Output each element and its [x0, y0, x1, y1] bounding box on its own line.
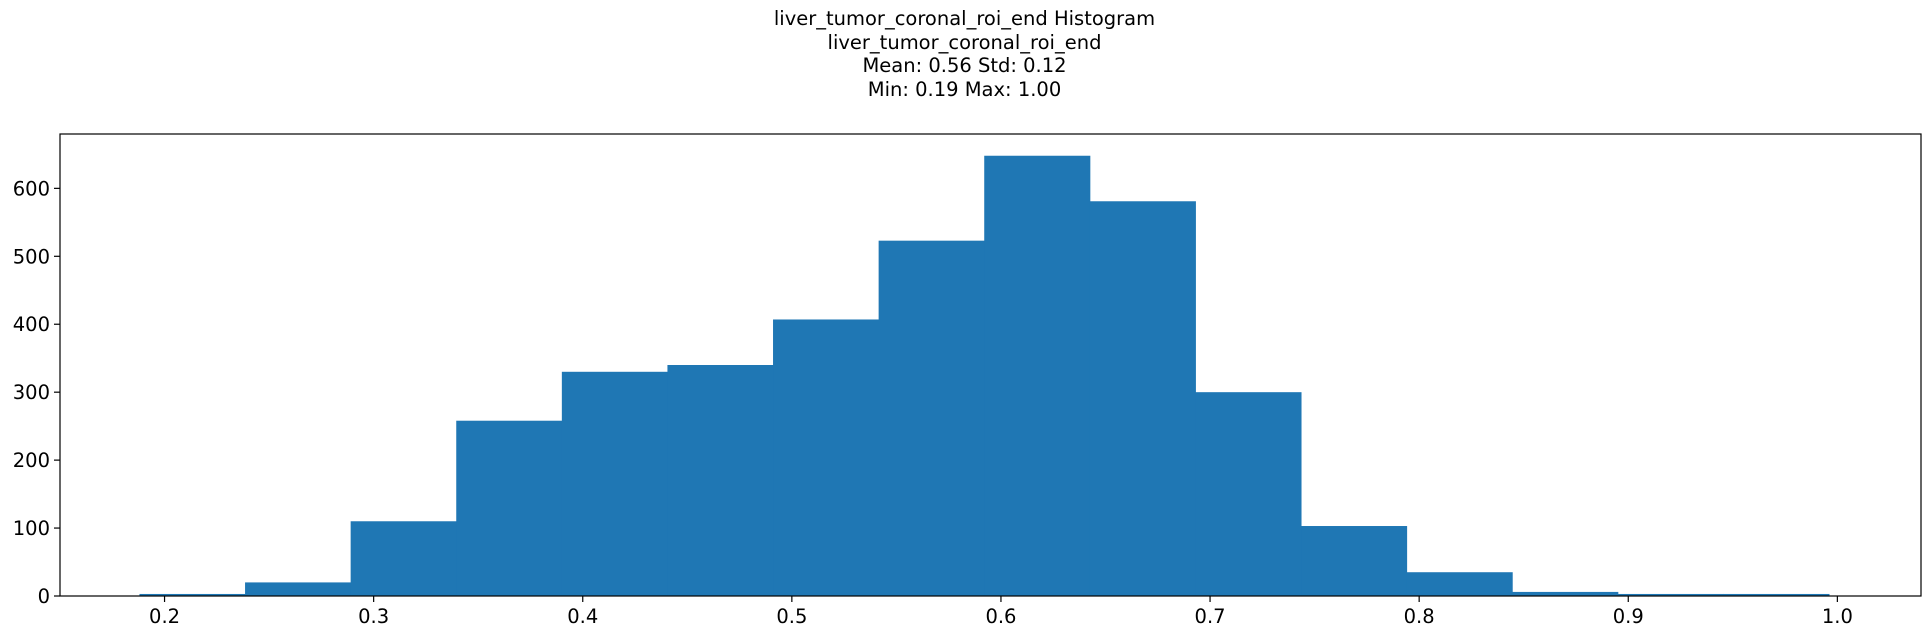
title-line-2: liver_tumor_coronal_roi_end	[827, 30, 1102, 54]
x-tick-label: 0.5	[776, 605, 807, 628]
histogram-bar-13	[1512, 591, 1619, 596]
histogram-bar-3	[456, 420, 563, 596]
y-tick-label: 600	[13, 177, 50, 200]
y-tick-label: 100	[13, 517, 50, 540]
histogram-bar-0	[139, 593, 246, 596]
histogram-bar-7	[878, 240, 985, 597]
x-tick-label: 0.3	[358, 605, 389, 628]
histogram-bar-4	[561, 371, 668, 596]
x-tick-label: 0.6	[985, 605, 1016, 628]
x-tick-label: 0.4	[567, 605, 598, 628]
x-tick-label: 0.8	[1404, 605, 1435, 628]
histogram-bar-15	[1723, 593, 1830, 596]
x-tick-label: 1.0	[1822, 605, 1853, 628]
histogram-bar-8	[984, 155, 1091, 597]
y-tick-label: 200	[13, 449, 50, 472]
y-tick-label: 400	[13, 313, 50, 336]
y-tick-label: 500	[13, 245, 50, 268]
title-line-1: liver_tumor_coronal_roi_end Histogram	[773, 7, 1156, 30]
chart-title: liver_tumor_coronal_roi_end Histogram li…	[0, 7, 1929, 101]
histogram-bar-14	[1617, 593, 1724, 596]
title-line-3: Mean: 0.56 Std: 0.12	[862, 54, 1067, 78]
y-tick-label: 300	[13, 381, 50, 404]
histogram-bar-11	[1301, 526, 1408, 596]
histogram-bar-12	[1406, 572, 1513, 596]
x-tick-label: 0.7	[1195, 605, 1226, 628]
title-line-4: Min: 0.19 Max: 1.00	[867, 77, 1062, 101]
histogram-bar-9	[1089, 201, 1196, 596]
bars-group	[139, 155, 1830, 597]
x-tick-label: 0.2	[149, 605, 180, 628]
x-tick-label: 0.9	[1613, 605, 1644, 628]
histogram-bar-1	[245, 582, 352, 596]
x-axis: 0.2 0.3 0.4 0.5 0.6 0.7 0.8 0.9 1.0	[149, 596, 1853, 628]
y-axis: 0 100 200 300 400 500 600	[13, 177, 60, 608]
histogram-bar-6	[773, 319, 880, 596]
histogram-bar-5	[667, 365, 774, 596]
y-tick-label: 0	[38, 585, 50, 608]
histogram-bar-10	[1195, 392, 1302, 596]
axes-frame	[59, 133, 1922, 597]
histogram-bar-2	[350, 521, 457, 596]
